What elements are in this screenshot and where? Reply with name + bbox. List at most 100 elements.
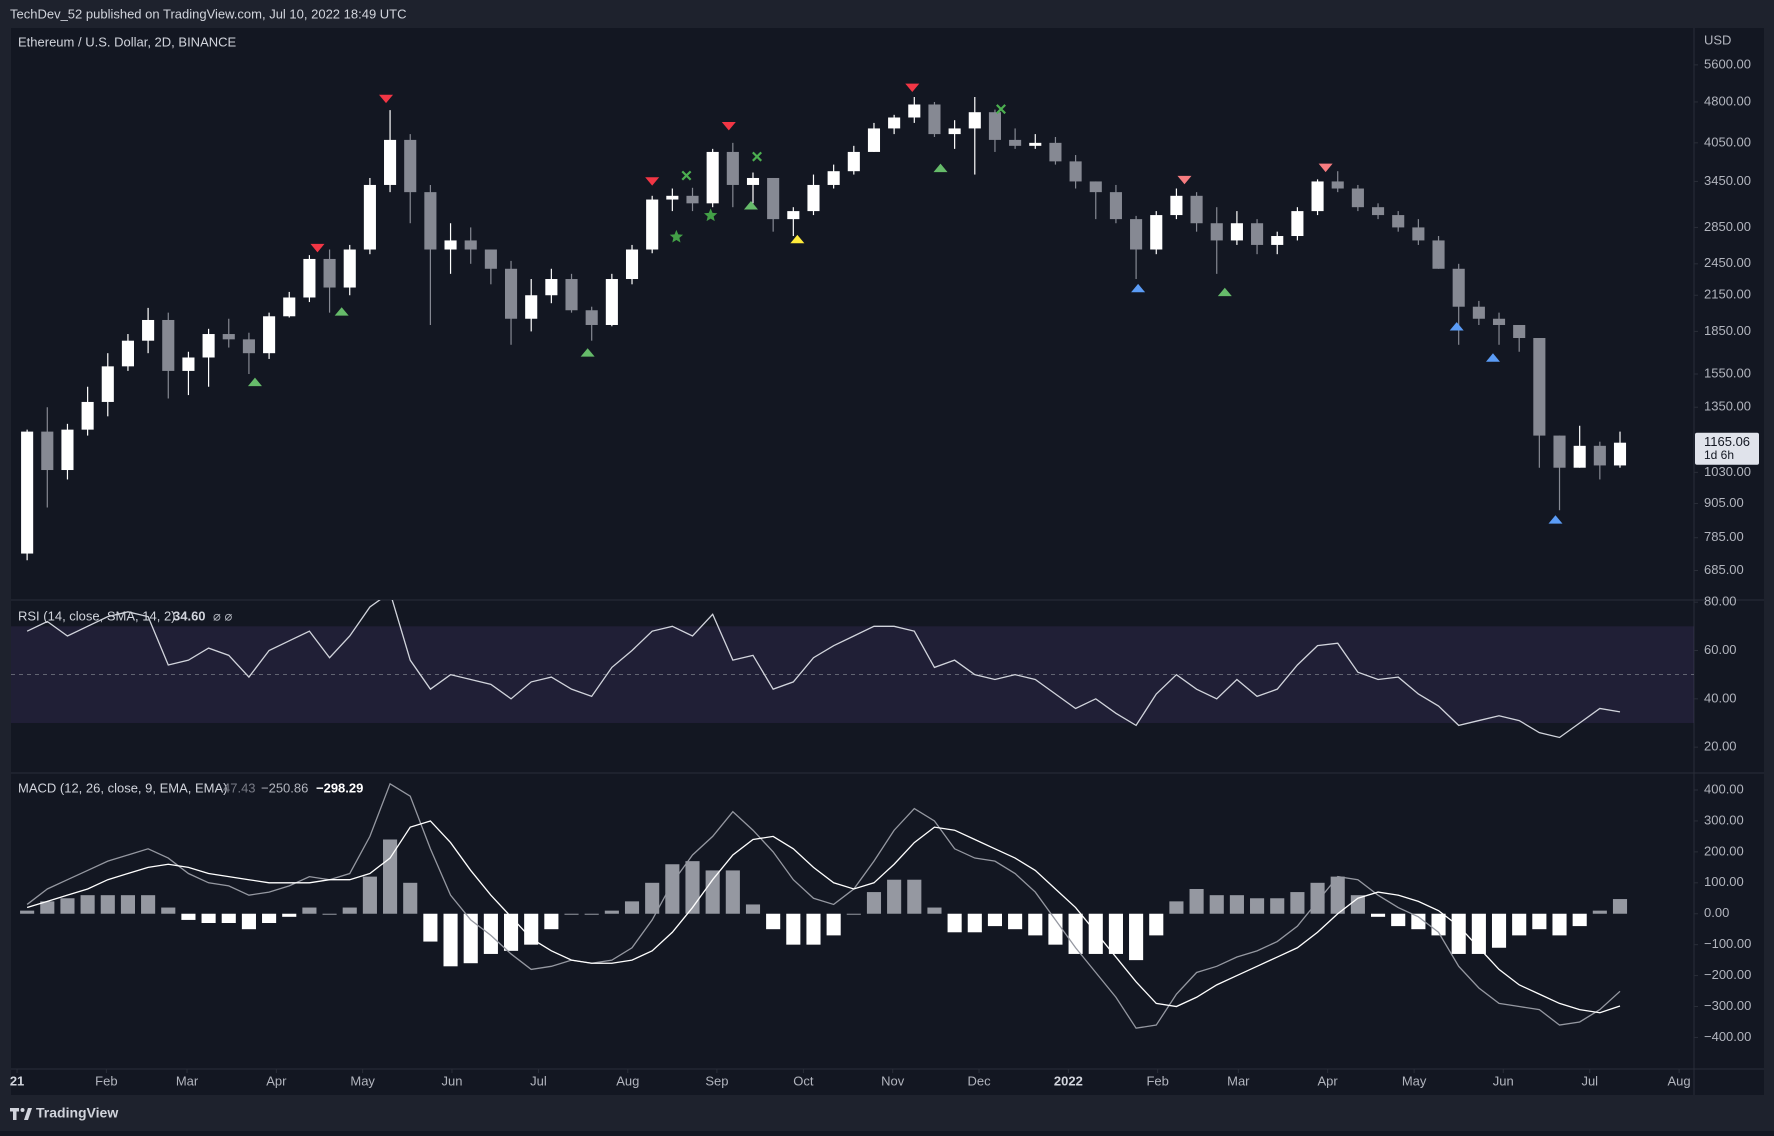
- countdown-label: 1d 6h: [1704, 448, 1734, 462]
- candle-body: [1492, 318, 1506, 325]
- histogram-bar: [241, 913, 256, 930]
- signal-marker: [996, 104, 1006, 115]
- x-tick-label: Jul: [1581, 1073, 1598, 1088]
- candle-body: [484, 249, 497, 269]
- signal-marker: [334, 307, 349, 316]
- signal-marker: [721, 122, 736, 131]
- histogram-bar: [1129, 913, 1144, 961]
- histogram-bar: [1189, 888, 1204, 914]
- y-tick-label: 0.00: [1704, 905, 1729, 920]
- candle-body: [1593, 445, 1606, 466]
- histogram-bar: [362, 876, 377, 914]
- y-tick-label: 685.00: [1704, 562, 1744, 577]
- candle-body: [263, 316, 276, 354]
- histogram-bar: [1008, 913, 1023, 930]
- x-tick-label: Nov: [881, 1073, 905, 1088]
- y-tick-label: 80.00: [1704, 594, 1737, 609]
- histogram-bar: [1592, 910, 1607, 914]
- signal-marker: [905, 83, 920, 93]
- candle-body: [1069, 161, 1082, 182]
- candle-body: [1271, 236, 1284, 245]
- histogram-bar: [302, 907, 317, 914]
- candle-body: [464, 240, 477, 250]
- signal-marker: [580, 348, 595, 357]
- signal-marker: [379, 94, 394, 104]
- histogram-bar: [685, 861, 700, 914]
- pane-plot: [11, 600, 1694, 739]
- histogram-bar: [1552, 913, 1567, 936]
- candle-body: [21, 431, 34, 554]
- signal-marker: [1548, 515, 1563, 524]
- y-tick-label: 200.00: [1704, 843, 1744, 858]
- candle-body: [384, 139, 397, 185]
- candle-body: [847, 151, 860, 172]
- candle-body: [242, 339, 255, 354]
- indicator-line: [26, 782, 1621, 1029]
- histogram-bar: [463, 913, 478, 964]
- candle-body: [162, 319, 175, 371]
- histogram-bar: [262, 913, 277, 924]
- histogram-bar: [826, 913, 841, 936]
- candle-body: [101, 366, 114, 402]
- histogram-bar: [705, 870, 720, 914]
- candle-body: [565, 279, 578, 311]
- histogram-bar: [181, 913, 196, 920]
- candle-body: [1210, 223, 1223, 241]
- histogram-bar: [967, 913, 982, 933]
- candle-body: [1513, 324, 1526, 339]
- candle-body: [404, 139, 417, 193]
- signal-marker: [669, 229, 684, 243]
- candle-body: [867, 128, 881, 152]
- histogram-bar: [40, 901, 55, 914]
- indicator-line: [26, 600, 1621, 739]
- symbol-title: Ethereum / U.S. Dollar, 2D, BINANCE: [18, 34, 237, 49]
- brand-logo: [10, 1108, 32, 1120]
- x-tick-label: Feb: [1146, 1073, 1168, 1088]
- candle-body: [948, 128, 961, 135]
- x-tick-label: Oct: [793, 1073, 814, 1088]
- x-tick-label: Aug: [1668, 1073, 1691, 1088]
- candle-body: [625, 249, 639, 280]
- candle-body: [686, 195, 699, 204]
- candle-body: [585, 310, 598, 325]
- y-tick-label: 400.00: [1704, 781, 1744, 796]
- candle-body: [928, 104, 941, 135]
- histogram-bar: [1310, 882, 1325, 914]
- x-tick-label: Feb: [95, 1073, 117, 1088]
- x-tick-label: Jun: [441, 1073, 462, 1088]
- x-tick-label: Apr: [1318, 1073, 1339, 1088]
- candle-body: [1452, 268, 1465, 307]
- y-tick-label: 1350.00: [1704, 399, 1751, 414]
- candle-body: [81, 401, 94, 430]
- last-price-box: [1695, 432, 1759, 465]
- signal-marker: [703, 208, 718, 222]
- candle-body: [1230, 223, 1243, 241]
- x-tick-label: Jul: [530, 1073, 547, 1088]
- candle-body: [807, 184, 820, 212]
- candle-body: [283, 297, 296, 317]
- histogram-bar: [1250, 898, 1265, 914]
- candle-body: [545, 279, 558, 296]
- histogram-bar: [1108, 913, 1123, 954]
- candle-body: [827, 171, 840, 185]
- candle-body: [646, 199, 659, 250]
- histogram-bar: [1290, 892, 1305, 914]
- histogram-bar: [524, 913, 539, 945]
- histogram-bar: [645, 882, 660, 914]
- histogram-bar: [1491, 913, 1507, 948]
- y-tick-label: −200.00: [1704, 967, 1751, 982]
- y-tick-label: −100.00: [1704, 936, 1751, 951]
- histogram-bar: [80, 895, 95, 914]
- histogram-bar: [1411, 913, 1426, 930]
- candle-body: [1412, 227, 1425, 241]
- header-bar: [0, 0, 1774, 28]
- candle-body: [1351, 188, 1364, 208]
- y-tick-label: 20.00: [1704, 739, 1737, 754]
- y-tick-label: 785.00: [1704, 529, 1744, 544]
- candle-body: [1331, 181, 1344, 189]
- y-tick-label: −400.00: [1704, 1029, 1751, 1044]
- candle-body: [222, 334, 235, 340]
- pane-plot: [21, 83, 1627, 561]
- x-tick-label: Sep: [705, 1073, 728, 1088]
- histogram-bar: [60, 898, 75, 914]
